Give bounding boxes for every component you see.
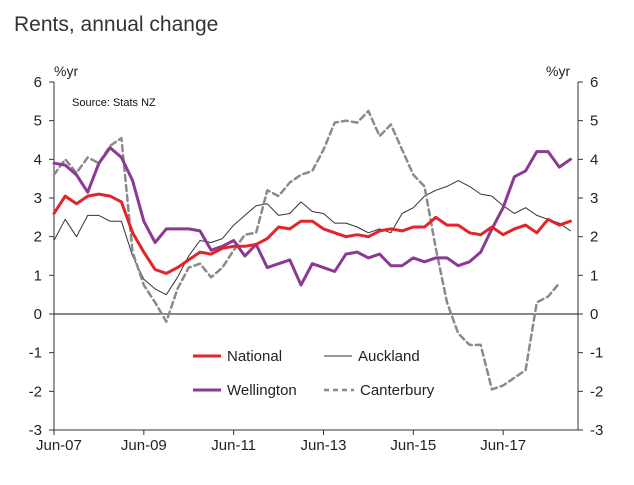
legend-item-national: National <box>193 348 282 365</box>
right-axis-ticks: -3 -2 -1 0 1 2 3 4 5 6 <box>578 74 603 439</box>
right-tick-label: 5 <box>590 113 598 130</box>
legend: National Auckland Wellington Canterbury <box>193 348 435 399</box>
left-axis-ticks: -3 -2 -1 0 1 2 3 4 5 6 <box>29 74 54 439</box>
left-tick-label: -2 <box>29 383 42 400</box>
left-tick-label: 2 <box>34 229 42 246</box>
chart-title: Rents, annual change <box>14 13 218 36</box>
x-axis-ticks: Jun-07 Jun-09 Jun-11 Jun-13 Jun-15 Jun-17 <box>36 430 526 454</box>
right-axis-unit: %yr <box>546 63 570 79</box>
right-tick-label: 2 <box>590 229 598 246</box>
left-tick-label: 1 <box>34 267 42 284</box>
legend-item-canterbury: Canterbury <box>324 382 435 399</box>
left-tick-label: 4 <box>34 151 42 168</box>
left-tick-label: -1 <box>29 345 42 362</box>
legend-item-wellington: Wellington <box>193 382 297 399</box>
legend-label-auckland: Auckland <box>358 348 420 365</box>
legend-label-national: National <box>227 348 282 365</box>
right-tick-label: -1 <box>590 345 603 362</box>
x-tick-label: Jun-11 <box>211 437 256 454</box>
right-tick-label: 3 <box>590 190 598 207</box>
plot-frame <box>53 82 579 431</box>
legend-item-auckland: Auckland <box>324 348 420 365</box>
right-tick-label: 1 <box>590 267 598 284</box>
x-tick-label: Jun-15 <box>390 437 436 454</box>
series-line-national <box>52 192 572 275</box>
left-tick-label: 0 <box>34 306 42 323</box>
series-line-canterbury <box>52 109 561 391</box>
right-tick-label: -3 <box>590 422 603 439</box>
source-note: Source: Stats NZ <box>72 97 156 109</box>
left-axis-unit: %yr <box>54 63 78 79</box>
right-tick-label: 6 <box>590 74 598 91</box>
right-tick-label: -2 <box>590 383 603 400</box>
left-tick-label: 6 <box>34 74 42 91</box>
right-tick-label: 0 <box>590 306 598 323</box>
series-group <box>52 109 572 391</box>
left-tick-label: -3 <box>29 422 42 439</box>
right-tick-label: 4 <box>590 151 598 168</box>
left-tick-label: 3 <box>34 190 42 207</box>
x-tick-label: Jun-09 <box>121 437 167 454</box>
left-tick-label: 5 <box>34 113 42 130</box>
legend-label-canterbury: Canterbury <box>360 382 435 399</box>
x-tick-label: Jun-17 <box>480 437 526 454</box>
series-line-auckland <box>53 180 571 296</box>
x-tick-label: Jun-13 <box>301 437 347 454</box>
legend-label-wellington: Wellington <box>227 382 297 399</box>
series-line-wellington <box>52 146 572 287</box>
x-tick-label: Jun-07 <box>36 437 82 454</box>
